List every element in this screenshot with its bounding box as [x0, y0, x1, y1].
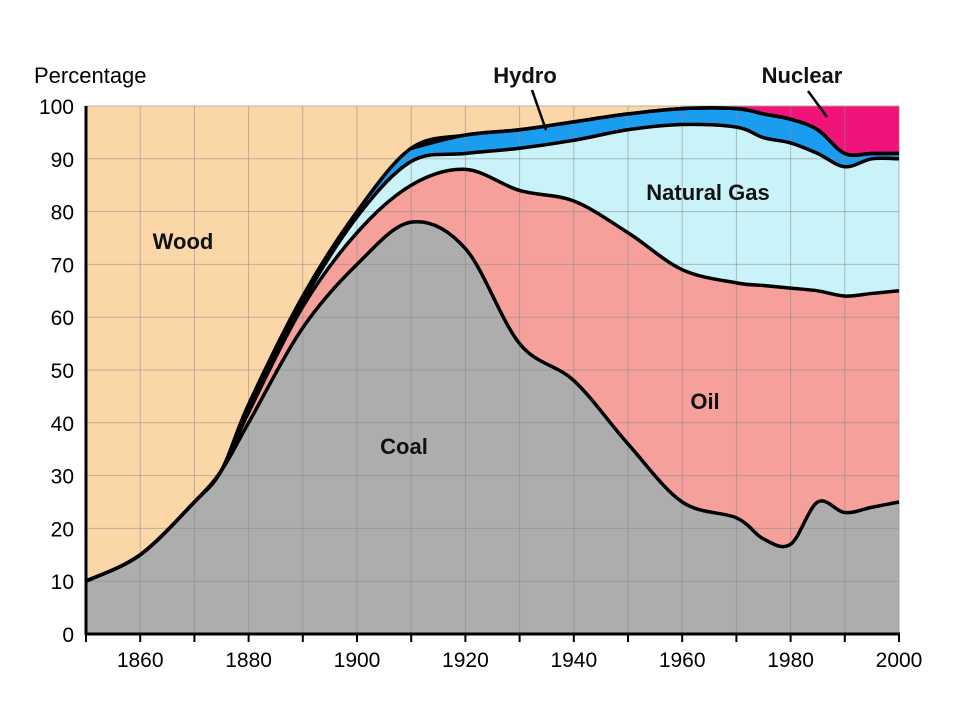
x-tick-label: 2000	[876, 649, 923, 672]
x-tick-label: 1920	[442, 649, 489, 672]
y-tick-label: 90	[51, 149, 74, 172]
y-tick-label: 30	[51, 466, 74, 489]
x-tick-label: 1940	[550, 649, 597, 672]
x-tick-label: 1980	[767, 649, 814, 672]
oil-label: Oil	[690, 389, 719, 414]
x-tick-label: 1960	[659, 649, 706, 672]
nuclear-leader-line	[806, 90, 829, 118]
hydro-leader-line	[530, 89, 548, 131]
y-tick-label: 80	[51, 202, 74, 225]
x-tick-label: 1860	[117, 649, 164, 672]
x-tick-labels: 1860 1880 1900 1920 1940 1960 1980 2000	[117, 649, 923, 672]
y-tick-label: 0	[62, 624, 74, 647]
hydro-label: Hydro	[493, 63, 557, 88]
x-tick-label: 1880	[225, 649, 272, 672]
y-tick-label: 50	[51, 360, 74, 383]
y-tick-label: 40	[51, 413, 74, 436]
y-tick-label: 60	[51, 307, 74, 330]
coal-label: Coal	[380, 434, 428, 459]
y-tick-label: 10	[51, 571, 74, 594]
axes	[84, 106, 900, 642]
y-tick-labels: 0 10 20 30 40 50 60 70 80 90 100	[39, 96, 74, 647]
series-boundaries	[85, 106, 900, 583]
y-axis-title: Percentage	[34, 63, 147, 88]
natural-gas-label: Natural Gas	[646, 180, 770, 205]
wood-label: Wood	[153, 229, 214, 254]
y-tick-label: 100	[39, 96, 74, 119]
nuclear-label: Nuclear	[762, 63, 843, 88]
y-tick-label: 70	[51, 254, 74, 277]
x-tick-label: 1900	[334, 649, 381, 672]
y-tick-label: 20	[51, 518, 74, 541]
boundary-hydro	[410, 106, 899, 158]
